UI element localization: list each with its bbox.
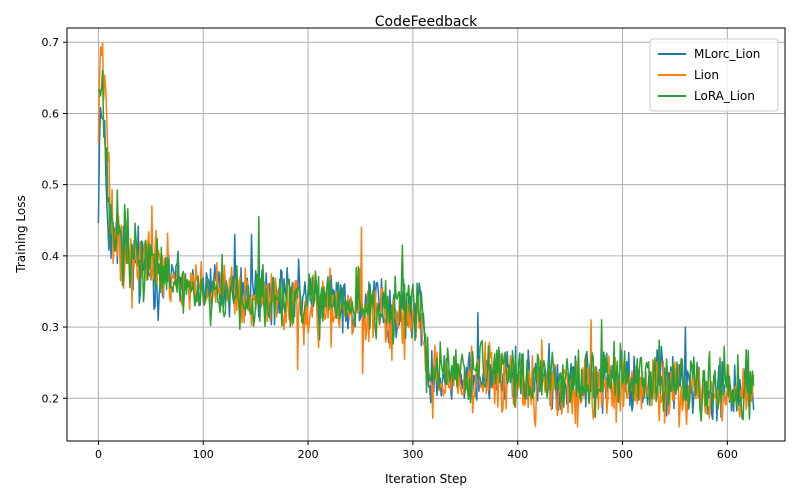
x-tick-label: 200 bbox=[298, 448, 319, 461]
grid-layer bbox=[67, 28, 785, 441]
legend-label-lion: Lion bbox=[694, 68, 719, 82]
legend-label-mlorc-lion: MLorc_Lion bbox=[694, 47, 760, 61]
series-line-lora-lion bbox=[97, 69, 755, 422]
x-tick-label: 0 bbox=[95, 448, 102, 461]
x-axis-label: Iteration Step bbox=[385, 472, 467, 486]
y-tick-label: 0.3 bbox=[42, 321, 60, 334]
plot-frame bbox=[66, 27, 786, 442]
y-tick-label: 0.7 bbox=[42, 36, 60, 49]
y-tick-label: 0.2 bbox=[42, 392, 60, 405]
y-axis-label: Training Loss bbox=[14, 195, 28, 273]
series-layer bbox=[97, 42, 755, 428]
x-tick-label: 500 bbox=[612, 448, 633, 461]
legend-label-lora-lion: LoRA_Lion bbox=[694, 89, 755, 103]
tick-layer: 0 100 200 300 400 500 600 0.2 0.3 0.4 0.5 0.6 0.7 bbox=[42, 36, 738, 461]
x-tick-label: 300 bbox=[402, 448, 423, 461]
y-tick-label: 0.6 bbox=[42, 107, 60, 120]
legend-frame bbox=[649, 38, 779, 112]
x-tick-label: 400 bbox=[507, 448, 528, 461]
y-tick-label: 0.5 bbox=[42, 179, 60, 192]
legend: MLorc_Lion Lion LoRA_Lion bbox=[649, 38, 779, 112]
x-tick-label: 100 bbox=[193, 448, 214, 461]
y-tick-label: 0.4 bbox=[42, 250, 60, 263]
x-tick-label: 600 bbox=[717, 448, 738, 461]
chart-title: CodeFeedback bbox=[375, 14, 478, 30]
